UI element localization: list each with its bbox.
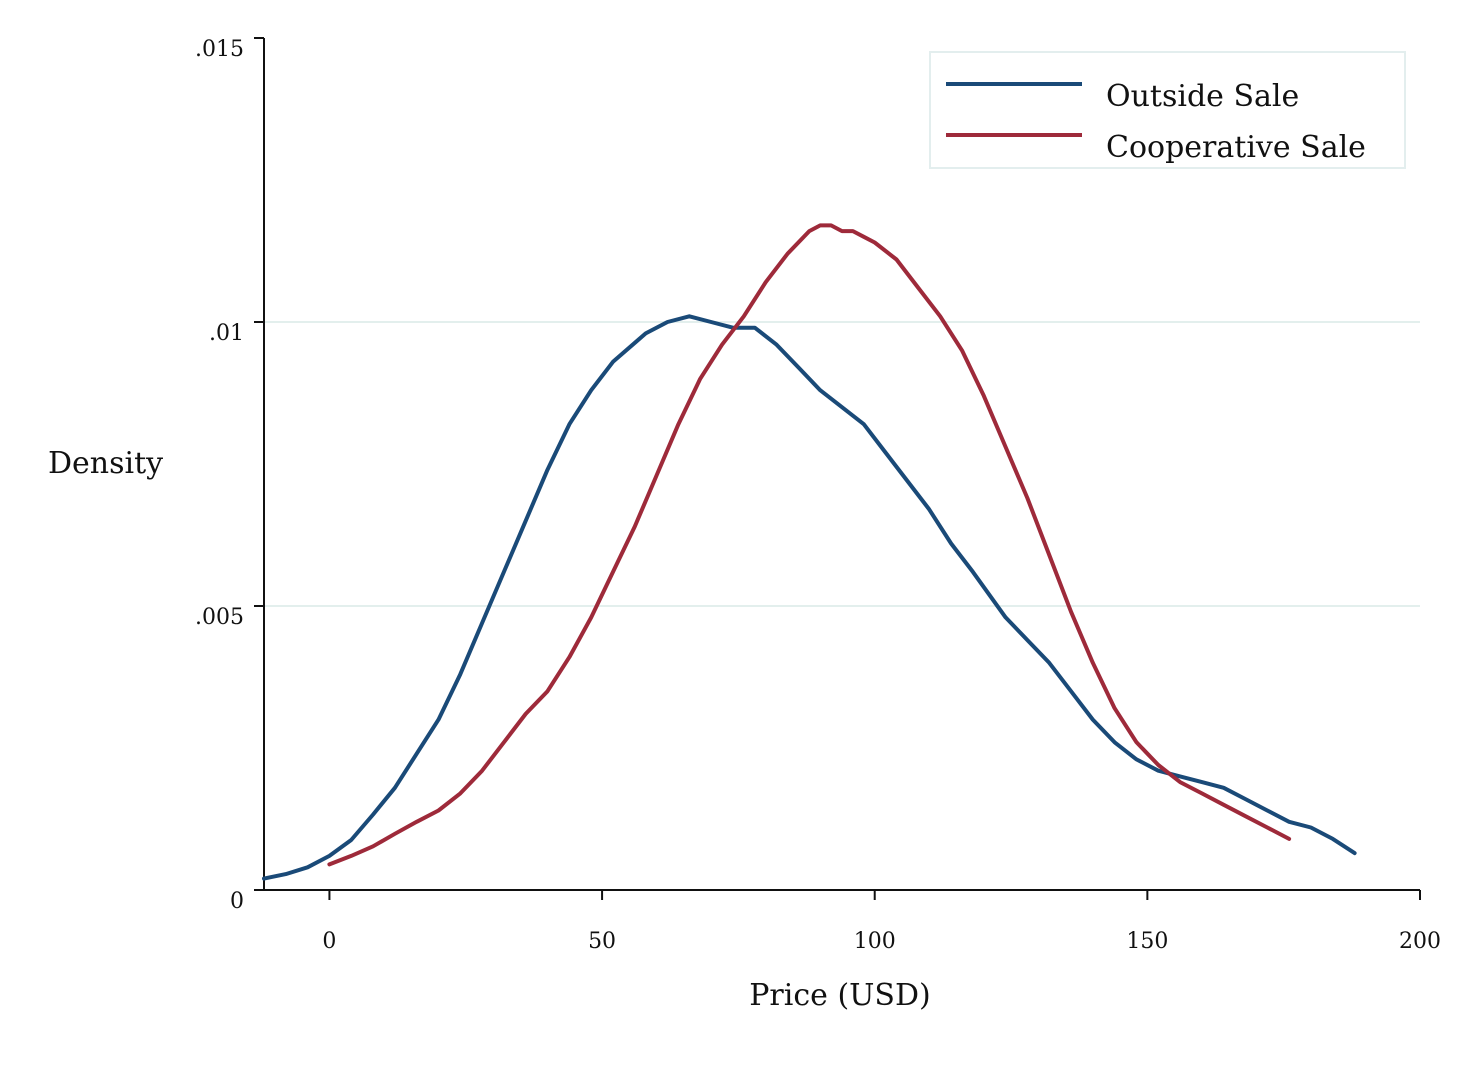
grid-lines bbox=[264, 321, 1420, 607]
y-tick-label: 0 bbox=[230, 889, 244, 914]
x-tick-label: 0 bbox=[322, 929, 336, 954]
series-lines bbox=[262, 223, 1357, 881]
legend-box bbox=[929, 51, 1406, 169]
y-tick-label: .01 bbox=[209, 321, 244, 346]
x-tick-label: 200 bbox=[1399, 929, 1441, 954]
series-line-outside-sale bbox=[262, 314, 1357, 881]
legend-label-cooperative-sale: Cooperative Sale bbox=[1106, 130, 1366, 165]
x-tick-label: 50 bbox=[588, 929, 616, 954]
y-tick-label: .015 bbox=[195, 37, 244, 62]
legend-label-outside-sale: Outside Sale bbox=[1106, 79, 1299, 114]
series-line-cooperative-sale bbox=[327, 223, 1292, 867]
x-tick-label: 100 bbox=[854, 929, 896, 954]
y-tick-label: .005 bbox=[195, 605, 244, 630]
y-axis-title: Density bbox=[48, 446, 163, 481]
x-tick-label: 150 bbox=[1126, 929, 1168, 954]
legend: Outside Sale Cooperative Sale bbox=[929, 51, 1406, 169]
axes: 0 .005 .01 .015 0 50 100 150 200 bbox=[195, 37, 1441, 954]
x-axis-title: Price (USD) bbox=[749, 978, 931, 1013]
